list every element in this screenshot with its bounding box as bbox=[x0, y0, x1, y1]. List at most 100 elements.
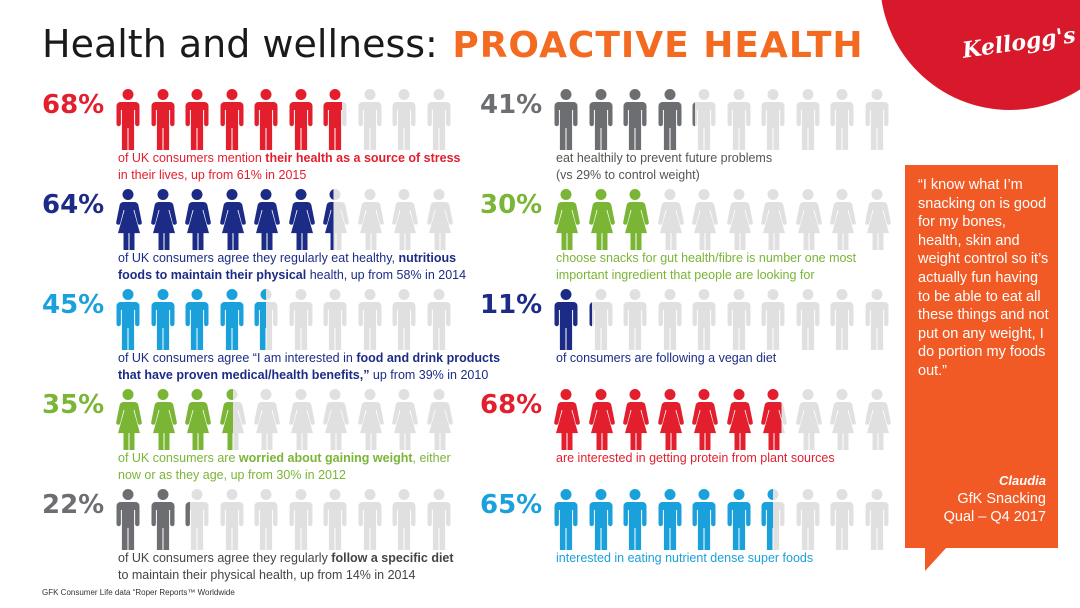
woman-figure-shape bbox=[185, 189, 211, 250]
description-line: choose snacks for gut health/fibre is nu… bbox=[556, 250, 856, 267]
woman-figure-icon bbox=[147, 388, 182, 450]
woman-figure-icon bbox=[792, 188, 827, 250]
man-figure-icon bbox=[723, 88, 758, 150]
man-figure-icon bbox=[354, 488, 389, 550]
man-figure-shape bbox=[220, 89, 243, 150]
stat-description: of UK consumers agree they regularly eat… bbox=[118, 250, 466, 284]
man-figure-icon bbox=[147, 88, 182, 150]
highlight-text: foods to maintain their physical bbox=[118, 268, 307, 282]
people-row bbox=[112, 388, 457, 450]
man-figure-shape bbox=[658, 489, 681, 550]
woman-figure-icon bbox=[585, 188, 620, 250]
woman-figure-shape bbox=[150, 189, 177, 250]
highlight-text: that have proven medical/health benefits… bbox=[118, 368, 370, 382]
man-figure-shape bbox=[392, 489, 416, 550]
description-line: of UK consumers agree they regularly fol… bbox=[118, 550, 454, 567]
text: of UK consumers agree they regularly eat… bbox=[118, 251, 399, 265]
woman-figure-icon bbox=[250, 188, 285, 250]
woman-figure-icon bbox=[285, 188, 320, 250]
woman-figure-shape bbox=[657, 189, 684, 250]
woman-figure-shape bbox=[150, 389, 177, 450]
man-figure-icon bbox=[423, 288, 458, 350]
text: of UK consumers mention bbox=[118, 151, 266, 165]
man-figure-shape bbox=[623, 289, 647, 350]
woman-figure-shape bbox=[554, 189, 580, 250]
man-figure-shape bbox=[554, 289, 578, 350]
man-figure-shape bbox=[220, 289, 243, 350]
woman-figure-icon bbox=[861, 388, 896, 450]
woman-figure-shape bbox=[830, 189, 856, 250]
man-figure-shape bbox=[761, 89, 785, 150]
man-figure-icon bbox=[181, 288, 216, 350]
woman-figure-icon bbox=[112, 188, 147, 250]
stat-percentage: 11% bbox=[480, 290, 543, 320]
man-figure-icon bbox=[792, 488, 827, 550]
woman-figure-shape bbox=[254, 389, 280, 450]
man-figure-icon bbox=[147, 288, 182, 350]
man-figure-icon bbox=[285, 488, 320, 550]
woman-figure-shape bbox=[288, 389, 315, 450]
title-highlight: PROACTIVE HEALTH bbox=[452, 25, 864, 66]
man-figure-icon bbox=[216, 88, 251, 150]
man-figure-icon bbox=[550, 88, 585, 150]
people-row bbox=[112, 188, 457, 250]
people-row bbox=[550, 388, 895, 450]
man-figure-shape bbox=[289, 89, 312, 150]
man-figure-shape bbox=[289, 289, 312, 350]
stat-percentage: 45% bbox=[42, 290, 105, 320]
man-figure-icon bbox=[861, 488, 896, 550]
man-figure-shape bbox=[796, 89, 819, 150]
woman-figure-shape bbox=[692, 189, 718, 250]
man-figure-icon bbox=[550, 488, 585, 550]
man-figure-shape bbox=[623, 489, 647, 550]
woman-figure-icon bbox=[688, 388, 723, 450]
man-figure-icon bbox=[585, 88, 620, 150]
woman-figure-shape bbox=[554, 389, 580, 450]
stat-percentage: 41% bbox=[480, 90, 543, 120]
description-line: eat healthily to prevent future problems bbox=[556, 150, 772, 167]
stat-percentage: 35% bbox=[42, 390, 105, 420]
man-figure-shape bbox=[323, 289, 347, 350]
quote-name: Claudia bbox=[999, 473, 1046, 488]
man-figure-shape bbox=[392, 89, 416, 150]
description-line: important ingredient that people are loo… bbox=[556, 267, 856, 284]
man-figure-shape bbox=[116, 289, 140, 350]
stat-percentage: 68% bbox=[480, 390, 543, 420]
woman-figure-icon bbox=[550, 388, 585, 450]
man-figure-shape bbox=[589, 289, 612, 350]
woman-figure-icon bbox=[826, 188, 861, 250]
woman-figure-shape bbox=[588, 389, 615, 450]
man-figure-icon bbox=[285, 288, 320, 350]
man-figure-icon bbox=[388, 288, 423, 350]
woman-figure-icon bbox=[619, 188, 654, 250]
man-figure-icon bbox=[250, 488, 285, 550]
man-figure-icon bbox=[388, 88, 423, 150]
man-figure-shape bbox=[220, 489, 243, 550]
quote-source-1: GfK Snacking bbox=[957, 491, 1046, 507]
woman-figure-icon bbox=[250, 388, 285, 450]
highlight-text: follow a specific diet bbox=[331, 551, 454, 565]
stat-description: eat healthily to prevent future problems… bbox=[556, 150, 772, 184]
woman-figure-shape bbox=[219, 189, 246, 250]
man-figure-shape bbox=[796, 289, 819, 350]
man-figure-shape bbox=[323, 89, 347, 150]
people-row bbox=[112, 488, 457, 550]
title-main: Health and wellness: bbox=[42, 22, 438, 66]
man-figure-shape bbox=[830, 289, 854, 350]
woman-figure-shape bbox=[426, 189, 453, 250]
woman-figure-shape bbox=[588, 189, 615, 250]
description-line: of UK consumers agree they regularly eat… bbox=[118, 250, 466, 267]
text: of UK consumers agree they regularly bbox=[118, 551, 332, 565]
woman-figure-icon bbox=[757, 388, 792, 450]
highlight-text: food and drink products bbox=[356, 351, 501, 365]
highlight-text: worried about gaining weight bbox=[238, 451, 413, 465]
woman-figure-shape bbox=[623, 189, 649, 250]
people-row bbox=[550, 88, 895, 150]
text: of consumers are following a vegan diet bbox=[556, 351, 777, 365]
description-line: of consumers are following a vegan diet bbox=[556, 350, 776, 367]
woman-figure-icon bbox=[112, 388, 147, 450]
man-figure-icon bbox=[826, 288, 861, 350]
man-figure-shape bbox=[554, 489, 578, 550]
text: to maintain their physical health, up fr… bbox=[118, 568, 416, 582]
stat-description: of UK consumers agree they regularly fol… bbox=[118, 550, 454, 584]
